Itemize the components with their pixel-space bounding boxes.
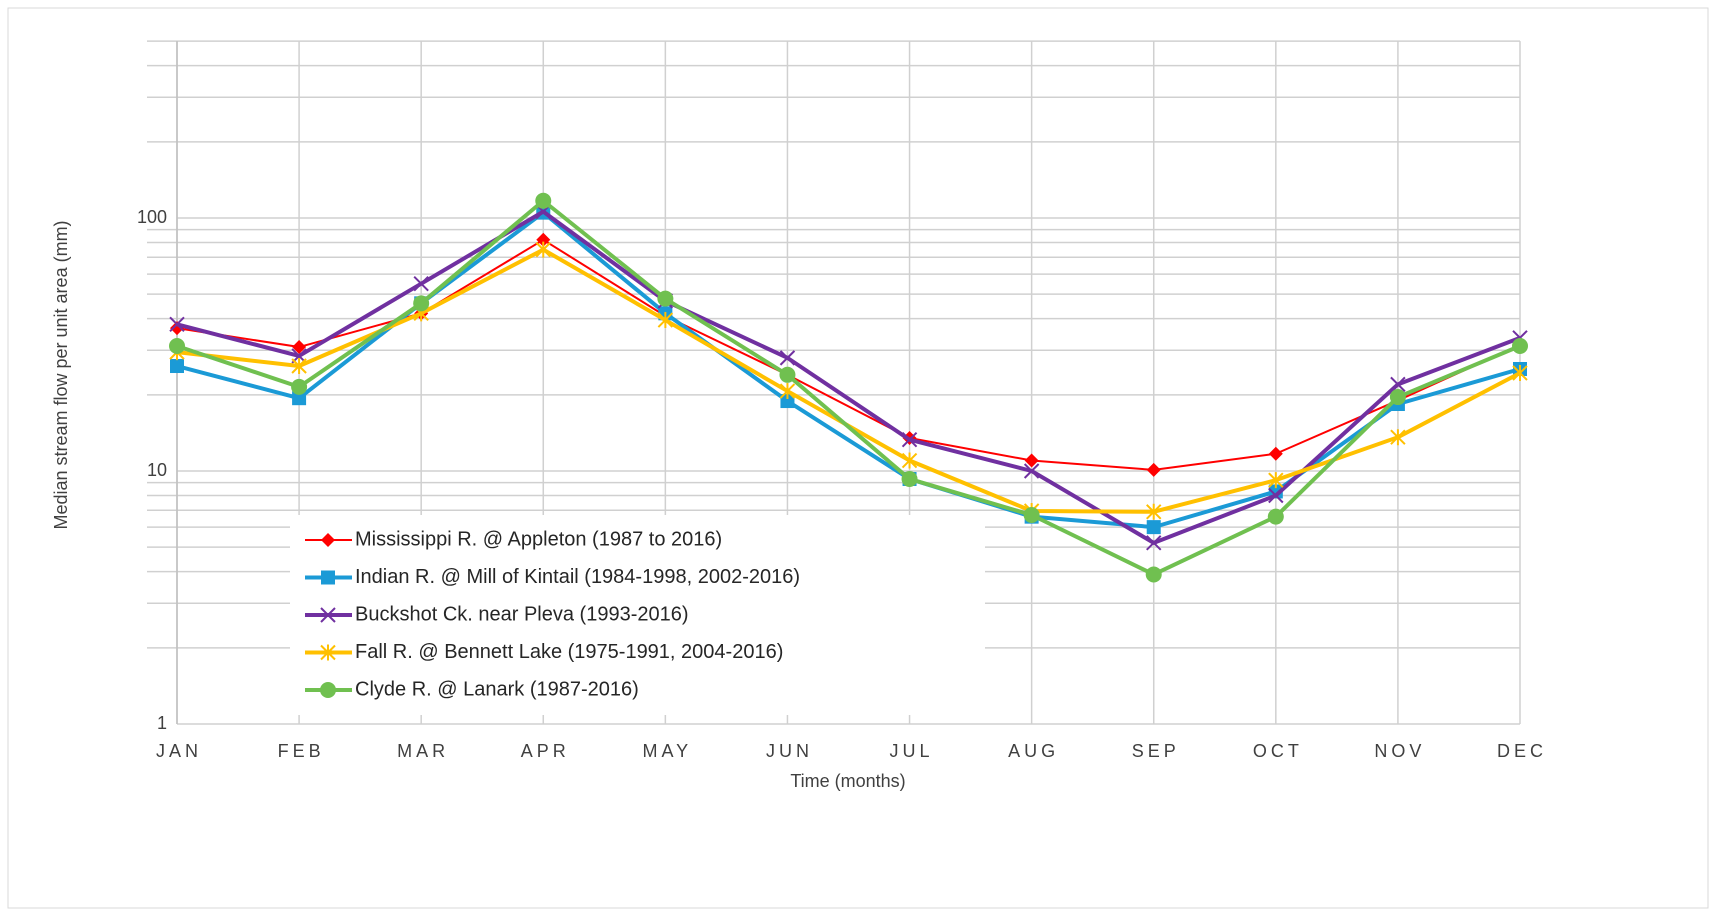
y-tick-label: 10 xyxy=(147,460,167,480)
legend-label: Indian R. @ Mill of Kintail (1984-1998, … xyxy=(355,566,800,588)
x-tick-label: SEP xyxy=(1132,741,1180,761)
marker xyxy=(536,232,551,247)
marker xyxy=(1268,446,1283,461)
marker xyxy=(170,359,184,374)
marker xyxy=(1268,472,1284,489)
marker xyxy=(169,337,185,354)
marker xyxy=(320,607,336,623)
marker xyxy=(1146,520,1161,535)
legend-box xyxy=(290,515,985,715)
x-axis-label: Time (months) xyxy=(790,771,905,791)
legend-label: Mississippi R. @ Appleton (1987 to 2016) xyxy=(355,528,722,550)
marker xyxy=(1023,463,1040,479)
marker xyxy=(535,192,552,209)
marker xyxy=(780,394,795,409)
marker xyxy=(320,644,336,661)
marker xyxy=(1268,487,1284,504)
marker xyxy=(292,391,307,406)
marker xyxy=(292,340,307,355)
marker xyxy=(901,431,918,448)
marker xyxy=(1390,376,1406,393)
marker xyxy=(1146,535,1162,551)
marker xyxy=(321,570,335,585)
marker xyxy=(1390,429,1406,446)
marker xyxy=(779,383,796,400)
x-tick-label: APR xyxy=(521,741,570,761)
legend: Mississippi R. @ Appleton (1987 to 2016)… xyxy=(290,515,985,715)
x-tick-label: FEB xyxy=(278,741,325,761)
series-line xyxy=(176,209,1521,545)
marker xyxy=(1146,503,1162,520)
x-tick-label: JUN xyxy=(766,741,813,761)
marker xyxy=(779,350,796,366)
marker xyxy=(1512,337,1528,354)
x-tick-label: OCT xyxy=(1253,741,1303,761)
legend-label: Fall R. @ Bennett Lake (1975-1991, 2004-… xyxy=(355,641,783,663)
grid: 1 10 100 JAN FEB MAR APR MAY JUN JUL AUG SEP OCT NOV D… xyxy=(137,40,1547,761)
marker xyxy=(901,452,918,469)
marker xyxy=(291,378,308,395)
marker xyxy=(413,275,429,292)
x-tick-label: JAN xyxy=(156,741,202,761)
x-tick-label: DEC xyxy=(1497,741,1547,761)
y-axis-label: Median stream flow per unit area (mm) xyxy=(51,220,71,529)
y-tick-label: 100 xyxy=(137,207,167,227)
marker xyxy=(1023,507,1040,524)
plot xyxy=(169,192,1528,583)
chart-frame xyxy=(7,7,1709,909)
marker xyxy=(320,682,336,698)
x-tick-label: MAY xyxy=(643,741,693,761)
marker xyxy=(1146,462,1161,477)
marker xyxy=(1389,389,1406,406)
marker xyxy=(1267,508,1284,525)
x-tick-label: AUG xyxy=(1008,741,1059,761)
x-tick-label: JUL xyxy=(890,741,934,761)
series-line xyxy=(176,198,1521,577)
marker xyxy=(321,533,335,547)
x-tick-label: NOV xyxy=(1374,741,1425,761)
marker xyxy=(413,295,430,312)
y-tick-label: 1 xyxy=(157,713,167,733)
marker xyxy=(169,316,185,333)
marker xyxy=(657,290,674,307)
marker xyxy=(291,358,307,375)
legend-label: Buckshot Ck. near Pleva (1993-2016) xyxy=(355,603,689,625)
marker xyxy=(1024,453,1039,468)
legend-label: Clyde R. @ Lanark (1987-2016) xyxy=(355,678,639,700)
marker xyxy=(901,470,918,487)
marker xyxy=(1145,566,1162,583)
marker xyxy=(535,241,551,258)
x-tick-label: MAR xyxy=(397,741,449,761)
marker xyxy=(657,312,674,329)
marker xyxy=(1512,364,1528,381)
marker xyxy=(779,366,796,383)
